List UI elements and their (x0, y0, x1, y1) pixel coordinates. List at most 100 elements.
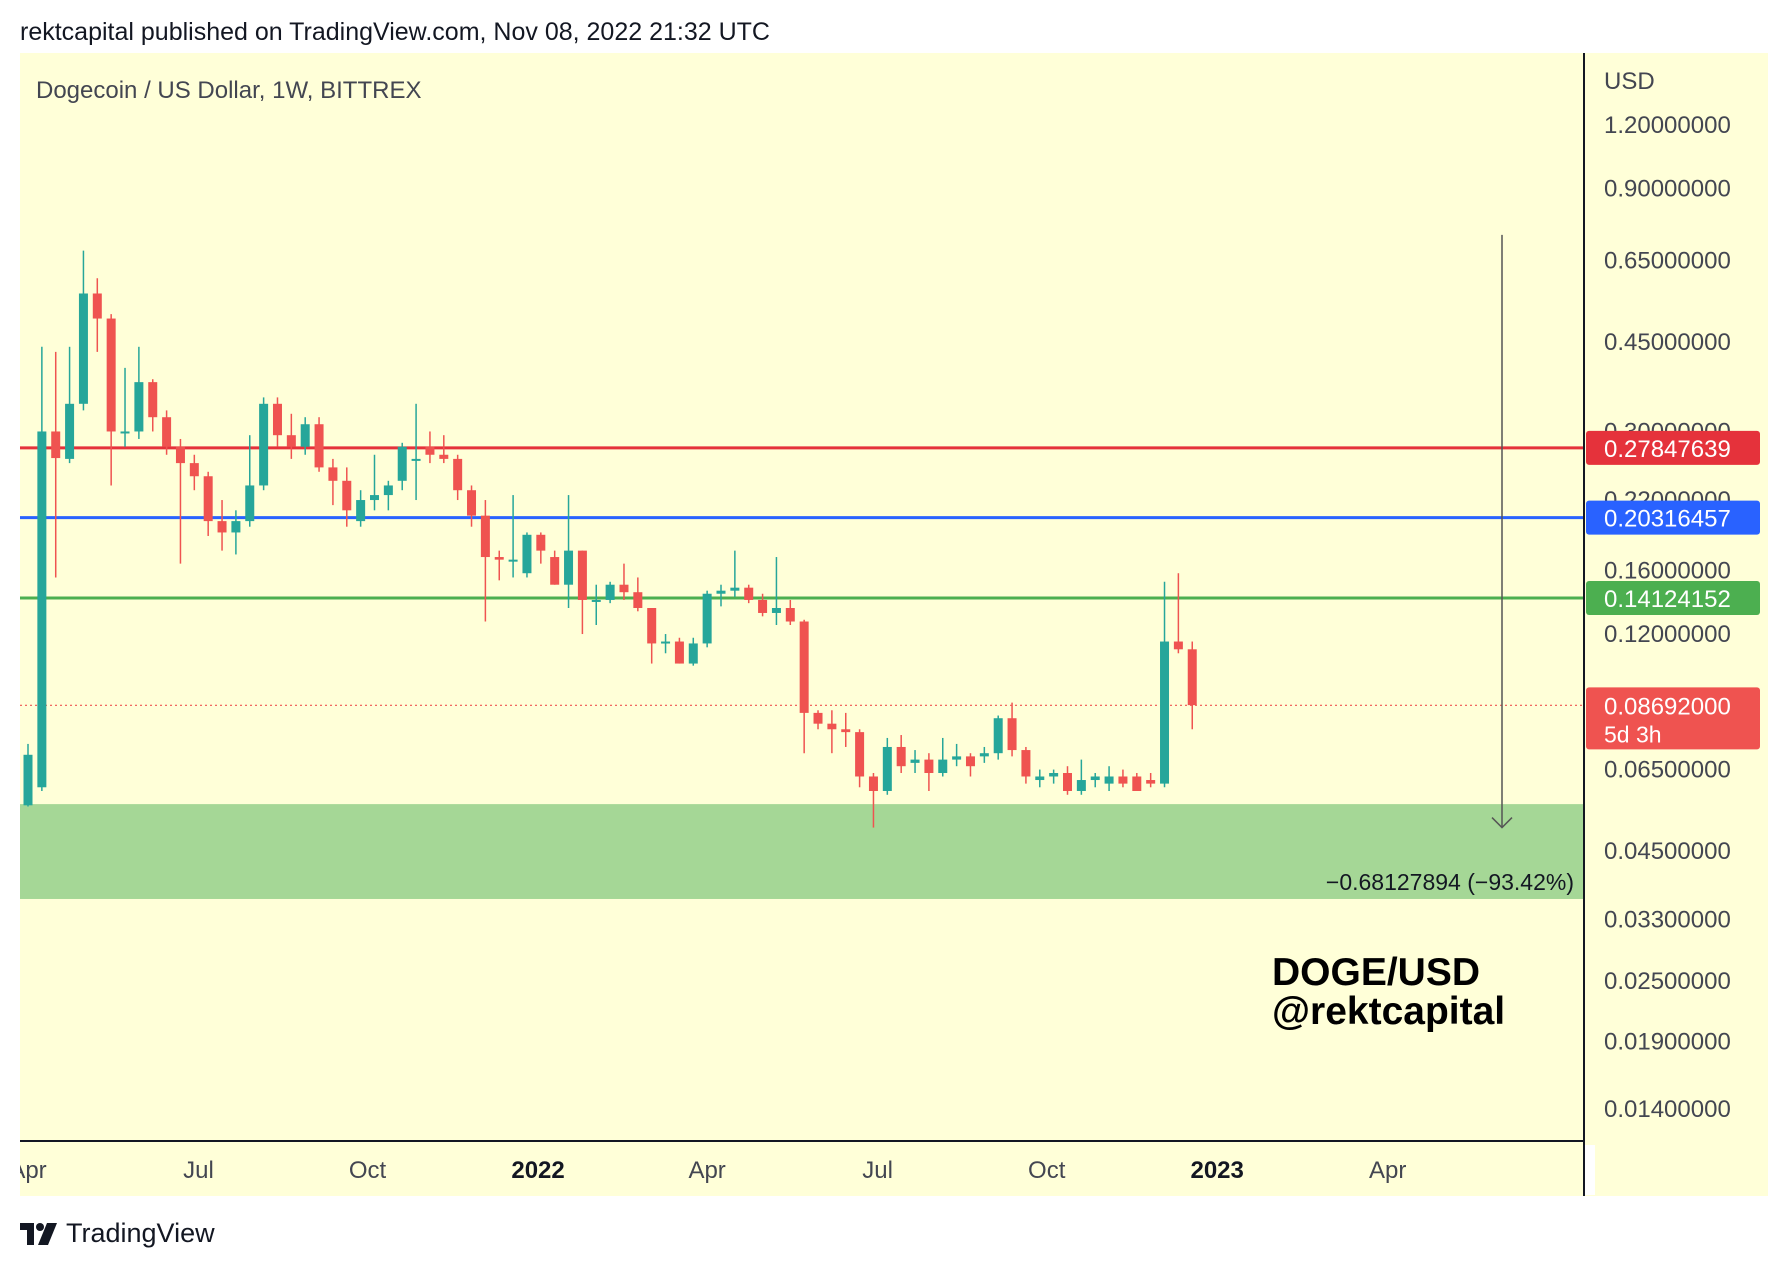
candle[interactable] (688, 637, 698, 666)
candle[interactable] (1021, 746, 1031, 784)
candle[interactable] (78, 250, 88, 411)
candle[interactable] (758, 593, 768, 617)
candle[interactable] (1160, 581, 1170, 788)
candle[interactable] (910, 750, 920, 774)
candle[interactable] (148, 379, 158, 432)
candle[interactable] (896, 735, 906, 774)
candle[interactable] (1049, 769, 1059, 784)
candle[interactable] (813, 710, 823, 730)
candle[interactable] (245, 435, 255, 527)
candle[interactable] (1187, 641, 1197, 730)
candle[interactable] (162, 410, 172, 455)
candle[interactable] (494, 550, 504, 581)
candle-body (674, 641, 684, 664)
candle[interactable] (661, 634, 671, 654)
candle[interactable] (1118, 769, 1128, 788)
candles-layer[interactable] (23, 250, 1197, 828)
candle[interactable] (965, 753, 975, 777)
candle[interactable] (952, 743, 962, 767)
candle[interactable] (1090, 773, 1100, 788)
candle[interactable] (189, 454, 199, 491)
candle[interactable] (203, 471, 213, 536)
candle[interactable] (65, 346, 75, 464)
candle[interactable] (314, 417, 324, 472)
candle[interactable] (106, 314, 116, 486)
candle[interactable] (577, 550, 587, 635)
time-axis[interactable]: Apr Jul Oct 2022 Apr Jul Oct 2023 Apr (0, 1145, 1595, 1195)
candle[interactable] (134, 346, 144, 439)
candle[interactable] (1173, 573, 1183, 654)
candle[interactable] (633, 577, 643, 612)
candle[interactable] (383, 480, 393, 511)
candle[interactable] (300, 417, 310, 455)
candle[interactable] (1007, 702, 1017, 757)
candle[interactable] (356, 490, 366, 527)
candle[interactable] (175, 438, 185, 564)
price-tag-background (1586, 500, 1760, 535)
candle[interactable] (647, 608, 657, 664)
candle[interactable] (439, 435, 449, 464)
candle[interactable] (37, 346, 47, 791)
candle[interactable] (120, 367, 130, 447)
candle-body (1104, 776, 1114, 784)
candle[interactable] (286, 413, 296, 459)
candle[interactable] (397, 442, 407, 491)
candle[interactable] (272, 397, 282, 447)
candle[interactable] (522, 532, 532, 578)
candle[interactable] (342, 467, 352, 527)
candle[interactable] (217, 500, 227, 551)
candle[interactable] (841, 712, 851, 747)
candle[interactable] (882, 737, 892, 795)
candle[interactable] (730, 550, 740, 597)
candle[interactable] (1035, 769, 1045, 788)
candle[interactable] (785, 599, 795, 626)
candle[interactable] (827, 710, 837, 754)
candle[interactable] (924, 753, 934, 791)
candle[interactable] (453, 454, 463, 501)
candle[interactable] (411, 403, 421, 501)
candle[interactable] (993, 715, 1003, 760)
candle[interactable] (480, 500, 490, 622)
candle[interactable] (467, 485, 477, 527)
candle-body (189, 463, 199, 477)
candle[interactable] (328, 458, 338, 506)
candle-body (383, 485, 393, 496)
candle[interactable] (702, 590, 712, 648)
candle[interactable] (938, 737, 948, 777)
candle[interactable] (92, 278, 102, 352)
candle[interactable] (619, 563, 629, 600)
time-axis-tick: Apr (688, 1157, 725, 1184)
candle[interactable] (536, 532, 546, 564)
candle[interactable] (771, 557, 781, 626)
candle[interactable] (605, 581, 615, 604)
candle[interactable] (979, 746, 989, 763)
candle[interactable] (550, 550, 560, 585)
candle-body (1035, 776, 1045, 781)
candle[interactable] (744, 584, 754, 604)
candle[interactable] (1076, 759, 1086, 795)
candle[interactable] (564, 495, 574, 609)
candle[interactable] (868, 773, 878, 828)
tradingview-brand[interactable]: TradingView (20, 1218, 215, 1249)
candle-body (480, 515, 490, 558)
candle[interactable] (370, 454, 379, 511)
candle[interactable] (23, 743, 33, 807)
candle[interactable] (855, 729, 865, 788)
candle[interactable] (716, 584, 726, 607)
candle[interactable] (1104, 766, 1114, 791)
candle[interactable] (674, 637, 684, 664)
candle[interactable] (799, 619, 809, 754)
candle[interactable] (1146, 773, 1156, 788)
candle[interactable] (259, 397, 269, 491)
candle[interactable] (1132, 773, 1142, 791)
candle[interactable] (51, 351, 61, 578)
candle[interactable] (425, 431, 435, 464)
candle[interactable] (1063, 766, 1072, 795)
candle[interactable] (508, 495, 518, 578)
candle[interactable] (231, 510, 241, 555)
candle-body (272, 403, 282, 436)
time-axis-tick: Jul (862, 1157, 893, 1184)
candle-body (1118, 776, 1128, 784)
candle[interactable] (591, 584, 601, 626)
candle-body (744, 587, 754, 600)
